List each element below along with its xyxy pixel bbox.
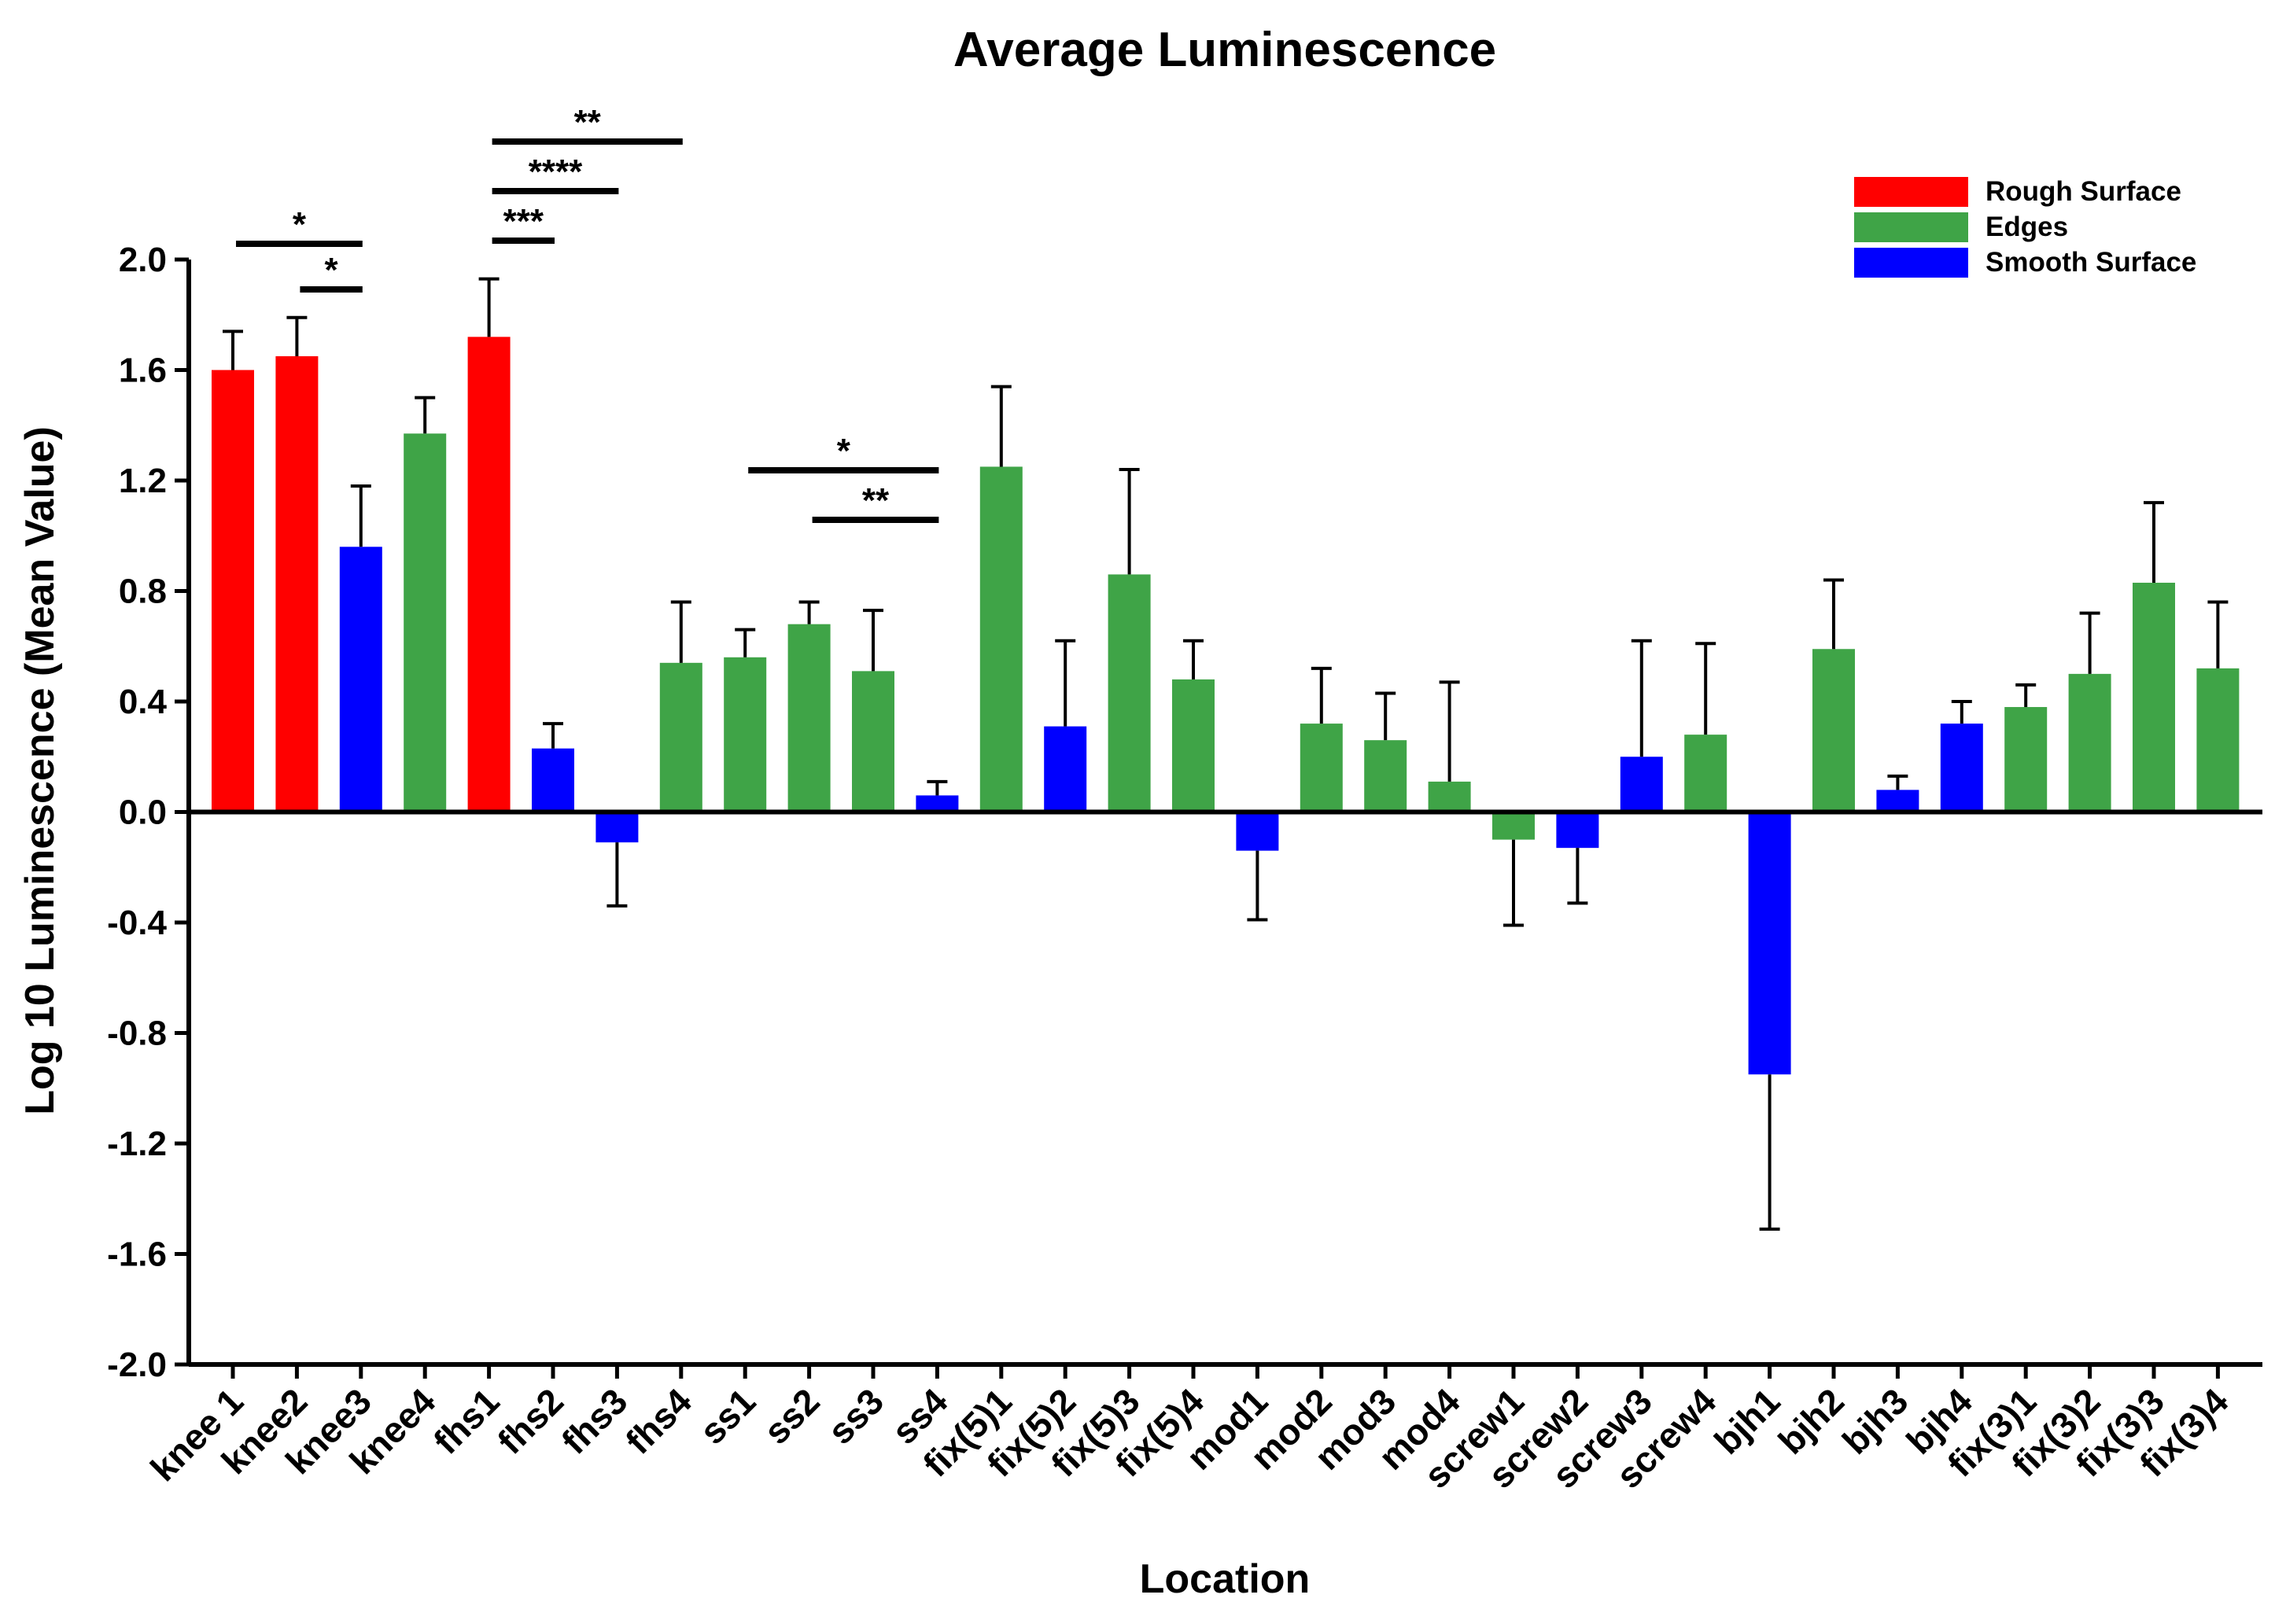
legend-swatch — [1854, 212, 1968, 242]
chart-title: Average Luminescence — [953, 23, 1496, 77]
bar — [1492, 812, 1535, 840]
significance-label: *** — [503, 202, 544, 241]
x-tick-label: ss3 — [820, 1380, 891, 1452]
bar — [2068, 673, 2111, 812]
bar — [595, 812, 639, 843]
bar — [659, 662, 702, 812]
bar — [1620, 757, 1663, 812]
y-tick-label: -1.6 — [107, 1235, 167, 1274]
y-tick-label: -1.2 — [107, 1125, 167, 1163]
bar — [1748, 812, 1791, 1075]
bar — [1812, 649, 1855, 812]
bar — [467, 337, 511, 812]
legend-label: Smooth Surface — [1986, 247, 2196, 278]
x-tick-label: fhs2 — [489, 1380, 571, 1462]
bar — [212, 370, 254, 812]
plot-area: 2.01.61.20.80.40.0-0.4-0.8-1.2-1.6-2.0kn… — [107, 241, 2262, 1496]
x-axis-title: Location — [1140, 1556, 1311, 1602]
x-tick-label: fhs4 — [618, 1380, 699, 1462]
legend-label: Edges — [1986, 212, 2068, 242]
bar — [275, 355, 319, 812]
x-tick-label: ss2 — [756, 1380, 828, 1452]
legend-swatch — [1854, 177, 1968, 207]
x-tick-label: ss1 — [691, 1380, 763, 1452]
y-tick-label: 0.8 — [119, 573, 167, 611]
bar — [787, 624, 831, 812]
legend: Rough Surface Edges Smooth Surface — [1854, 176, 2196, 278]
bar — [404, 433, 447, 812]
x-tick-label: bjh3 — [1834, 1380, 1916, 1462]
bar — [2196, 668, 2240, 812]
significance-annotations: ************** — [236, 103, 939, 523]
bar — [979, 466, 1023, 812]
significance-label: * — [325, 251, 339, 289]
y-tick-label: 1.6 — [119, 352, 167, 390]
bar — [1300, 724, 1343, 812]
significance-label: **** — [529, 153, 583, 191]
significance-label: * — [837, 432, 851, 470]
significance-label: ** — [574, 103, 602, 142]
bar — [1108, 574, 1151, 812]
bar — [532, 748, 574, 812]
legend-label: Rough Surface — [1986, 176, 2181, 207]
bar — [1172, 679, 1215, 812]
bar — [1556, 812, 1599, 849]
bar — [2133, 582, 2175, 812]
bar — [1236, 812, 1279, 851]
y-tick-label: -0.8 — [107, 1015, 167, 1053]
significance-label: ** — [862, 481, 890, 520]
significance-label: * — [293, 205, 307, 244]
y-tick-label: 0.0 — [119, 794, 167, 832]
bar — [1364, 740, 1407, 812]
bar — [724, 657, 767, 812]
bar — [2004, 707, 2048, 812]
x-tick-label: fhs1 — [426, 1380, 507, 1462]
y-tick-label: -2.0 — [107, 1346, 167, 1384]
bar — [339, 547, 382, 812]
x-tick-label: bjh1 — [1706, 1380, 1788, 1462]
y-tick-label: 0.4 — [119, 683, 168, 721]
y-tick-label: 2.0 — [119, 241, 167, 279]
bar — [1876, 790, 1919, 812]
bar — [1044, 726, 1087, 812]
legend-swatch — [1854, 248, 1968, 278]
bar — [916, 795, 959, 812]
bar — [1940, 724, 1983, 812]
x-tick-label: bjh2 — [1770, 1380, 1852, 1462]
y-axis-title: Log 10 Luminescence (Mean Value) — [17, 426, 63, 1115]
y-tick-label: 1.2 — [119, 462, 167, 500]
y-tick-label: -0.4 — [107, 904, 167, 942]
bar — [852, 671, 894, 812]
bar — [1428, 781, 1471, 812]
bar — [1684, 735, 1727, 812]
x-tick-label: fhs3 — [554, 1380, 636, 1462]
